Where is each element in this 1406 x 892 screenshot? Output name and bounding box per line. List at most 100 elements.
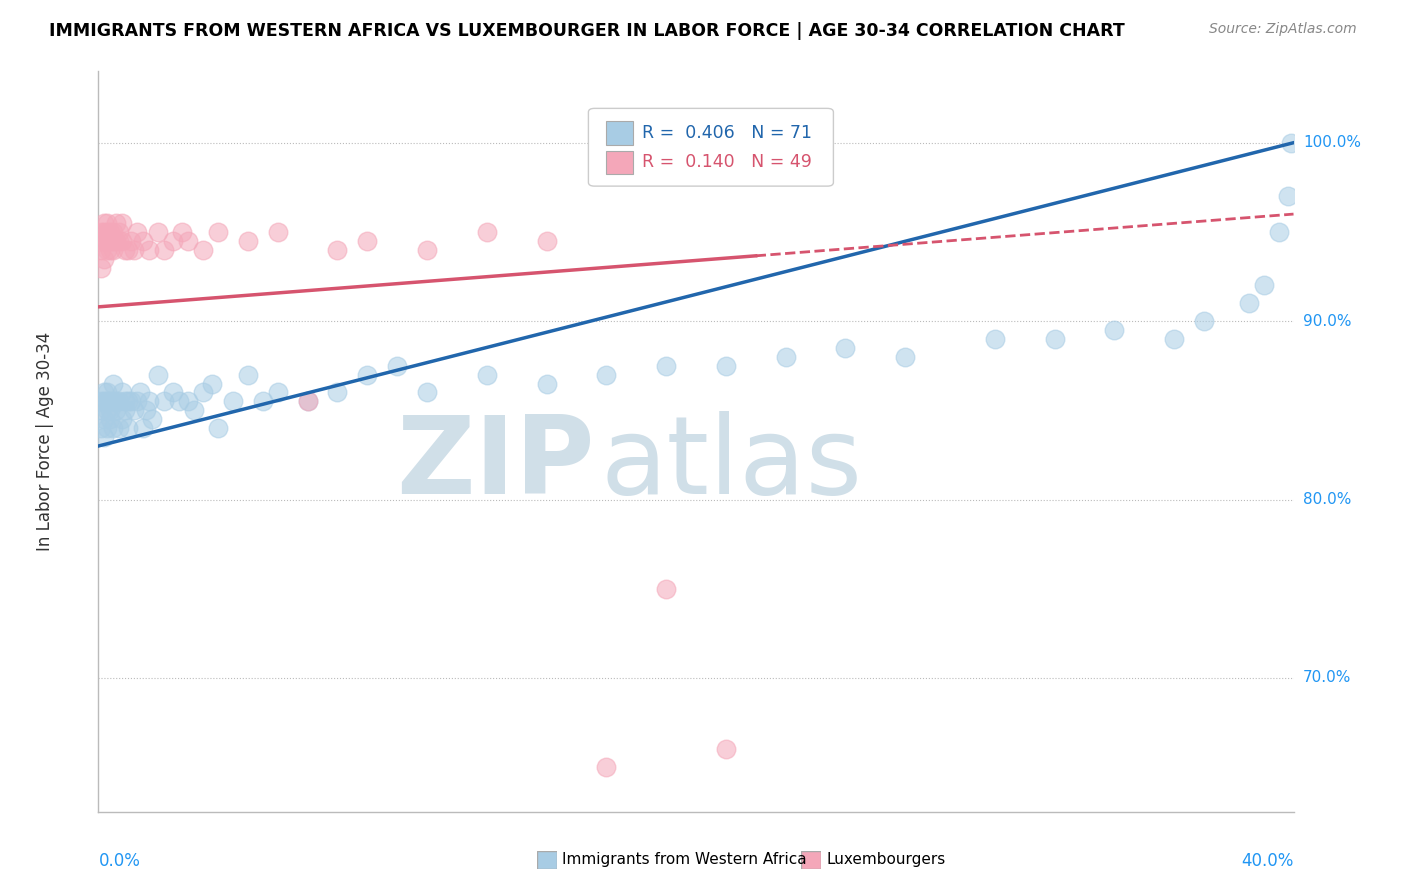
Point <box>98 394 122 409</box>
Point <box>98 403 122 417</box>
Point <box>356 368 378 382</box>
Point <box>153 243 176 257</box>
Point <box>124 403 146 417</box>
Text: R =  0.406   N = 71: R = 0.406 N = 71 <box>643 124 813 142</box>
Point <box>984 332 1007 346</box>
Point <box>108 394 131 409</box>
Point <box>105 216 128 230</box>
Point <box>132 421 155 435</box>
Point <box>1267 225 1289 239</box>
Point <box>138 394 160 409</box>
Point <box>1237 296 1260 310</box>
Point <box>129 385 152 400</box>
Point <box>416 385 439 400</box>
Point <box>834 341 856 355</box>
Point <box>153 394 176 409</box>
Point <box>96 403 118 417</box>
Point <box>96 243 118 257</box>
Point <box>96 225 118 239</box>
FancyBboxPatch shape <box>589 109 834 186</box>
Text: IMMIGRANTS FROM WESTERN AFRICA VS LUXEMBOURGER IN LABOR FORCE | AGE 30-34 CORREL: IMMIGRANTS FROM WESTERN AFRICA VS LUXEMB… <box>49 22 1125 40</box>
Point <box>105 234 128 248</box>
Point <box>135 403 157 417</box>
Point <box>103 421 125 435</box>
Point <box>114 394 136 409</box>
Point <box>475 368 498 382</box>
Point <box>93 225 115 239</box>
Point <box>595 368 617 382</box>
Point <box>93 252 115 266</box>
Point <box>252 394 274 409</box>
Point <box>90 234 112 248</box>
Point <box>207 421 229 435</box>
Point <box>714 742 737 756</box>
Point <box>117 421 139 435</box>
Point <box>222 394 245 409</box>
Point <box>714 359 737 373</box>
Point <box>1043 332 1066 346</box>
Point <box>105 394 128 409</box>
Text: 100.0%: 100.0% <box>1303 136 1361 150</box>
Point <box>148 225 170 239</box>
Text: ZIP: ZIP <box>396 410 595 516</box>
Point <box>108 421 131 435</box>
Point <box>536 376 558 391</box>
Point <box>90 394 112 409</box>
Text: Source: ZipAtlas.com: Source: ZipAtlas.com <box>1209 22 1357 37</box>
Point <box>90 403 112 417</box>
Point <box>93 234 115 248</box>
Text: 90.0%: 90.0% <box>1303 314 1351 328</box>
Point <box>326 243 349 257</box>
Text: Luxembourgers: Luxembourgers <box>827 853 946 867</box>
Text: Immigrants from Western Africa: Immigrants from Western Africa <box>562 853 807 867</box>
FancyBboxPatch shape <box>606 151 633 174</box>
Text: atlas: atlas <box>600 410 862 516</box>
Point <box>326 385 349 400</box>
Point <box>385 359 409 373</box>
Point <box>267 385 290 400</box>
Point <box>191 385 214 400</box>
Point <box>162 385 184 400</box>
Point <box>172 225 194 239</box>
Point <box>148 368 170 382</box>
Text: 80.0%: 80.0% <box>1303 492 1351 507</box>
Point <box>127 394 149 409</box>
Point <box>90 243 112 257</box>
Point <box>96 385 118 400</box>
Point <box>416 243 439 257</box>
Point <box>191 243 214 257</box>
Point <box>207 225 229 239</box>
Point <box>1192 314 1215 328</box>
Point <box>124 243 146 257</box>
Point <box>96 421 118 435</box>
Point <box>775 350 797 364</box>
Point <box>103 234 125 248</box>
Point <box>103 243 125 257</box>
Point <box>595 760 617 774</box>
Point <box>183 403 205 417</box>
Point <box>655 582 678 596</box>
Point <box>162 234 184 248</box>
Point <box>894 350 917 364</box>
Point <box>108 225 131 239</box>
Point <box>267 225 290 239</box>
Point <box>1253 278 1275 293</box>
Point <box>103 394 125 409</box>
Point <box>536 234 558 248</box>
Point <box>127 225 149 239</box>
Point <box>98 243 122 257</box>
Point <box>90 260 112 275</box>
Point <box>141 412 163 426</box>
Point <box>93 412 115 426</box>
Point <box>108 234 131 248</box>
Point <box>90 421 112 435</box>
Point <box>1163 332 1185 346</box>
Point <box>93 394 115 409</box>
Point <box>138 243 160 257</box>
Point <box>1277 189 1299 203</box>
Point <box>98 412 122 426</box>
Point <box>93 430 115 444</box>
Text: R =  0.140   N = 49: R = 0.140 N = 49 <box>643 153 813 171</box>
Point <box>93 385 115 400</box>
Point <box>117 394 139 409</box>
